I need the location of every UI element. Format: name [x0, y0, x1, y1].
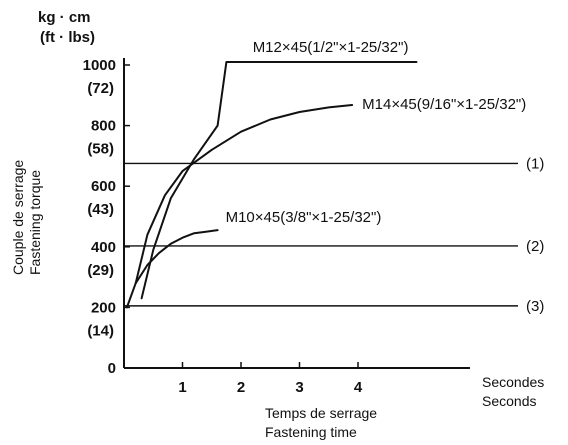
reference-line-label: (3) — [526, 298, 544, 315]
y-tick-alt-label: (72) — [87, 80, 114, 97]
text-group: kg · cm (ft · lbs) Couple de serrage Fas… — [10, 9, 544, 440]
y-tick-label: 0 — [108, 360, 116, 377]
x-tick-label: 4 — [354, 379, 363, 396]
series-line — [125, 229, 219, 309]
x-unit-label-1: Secondes — [482, 374, 544, 390]
reference-lines: (1) (2) (3) — [124, 155, 544, 315]
y-tick-label: 1000 — [83, 57, 116, 74]
reference-line-label: (1) — [526, 155, 544, 172]
x-axis-title-1: Temps de serrage — [265, 405, 377, 421]
x-unit-label-2: Seconds — [482, 393, 536, 409]
x-axis-title-2: Fastening time — [265, 424, 357, 440]
y-tick-label: 600 — [91, 178, 116, 195]
x-tick-label: 2 — [237, 379, 245, 396]
y-tick-alt-label: (14) — [87, 322, 114, 339]
series-group: M12×45(1/2"×1-25/32") M14×45(9/16"×1-25/3… — [125, 39, 526, 309]
y-tick-label: 800 — [91, 118, 116, 135]
y-tick-label: 400 — [91, 239, 116, 256]
series-line — [134, 104, 354, 285]
x-tick-label: 3 — [295, 379, 303, 396]
y-axis-title-2: Fastening torque — [27, 170, 43, 275]
series-label: M10×45(3/8"×1-25/32") — [226, 209, 382, 226]
axes: 0 200 (14) 400 (29) 600 (43) 800 (58) 1000 (72) 1 2 3… — [83, 57, 470, 396]
y-tick-alt-label: (58) — [87, 141, 114, 158]
y-unit-label-2: (ft · lbs) — [40, 29, 95, 46]
y-unit-label-1: kg · cm — [38, 9, 91, 26]
y-tick-alt-label: (43) — [87, 201, 114, 218]
reference-line-label: (2) — [526, 238, 544, 255]
x-tick-label: 1 — [178, 379, 186, 396]
series-line — [140, 61, 418, 300]
series-label: M12×45(1/2"×1-25/32") — [253, 39, 409, 56]
y-tick-label: 200 — [91, 299, 116, 316]
y-tick-alt-label: (29) — [87, 262, 114, 279]
series-label: M14×45(9/16"×1-25/32") — [362, 96, 526, 113]
y-axis-title-1: Couple de serrage — [10, 160, 26, 275]
